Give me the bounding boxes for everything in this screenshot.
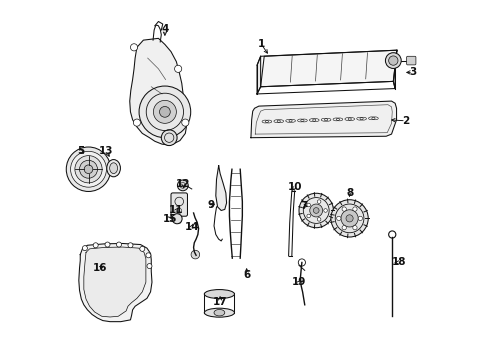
Circle shape — [147, 264, 152, 269]
Circle shape — [140, 246, 144, 251]
Text: 14: 14 — [184, 222, 199, 231]
Circle shape — [323, 209, 326, 212]
Circle shape — [306, 214, 310, 218]
Circle shape — [70, 151, 106, 187]
Circle shape — [341, 225, 346, 230]
Circle shape — [75, 156, 102, 183]
Text: 6: 6 — [243, 270, 250, 280]
Circle shape — [128, 243, 133, 248]
Text: 9: 9 — [207, 200, 214, 210]
Ellipse shape — [214, 310, 224, 316]
Circle shape — [66, 147, 110, 192]
Circle shape — [388, 56, 397, 65]
Ellipse shape — [204, 289, 234, 298]
Text: 3: 3 — [408, 67, 416, 77]
Polygon shape — [83, 247, 145, 317]
Circle shape — [145, 253, 151, 258]
Circle shape — [80, 160, 97, 178]
Text: 16: 16 — [93, 263, 107, 273]
Circle shape — [340, 210, 357, 227]
Circle shape — [346, 215, 352, 222]
Text: 15: 15 — [163, 215, 177, 224]
Circle shape — [298, 193, 333, 228]
Text: 17: 17 — [212, 297, 227, 307]
Text: 12: 12 — [176, 179, 190, 189]
Polygon shape — [129, 39, 187, 145]
Text: 2: 2 — [402, 116, 408, 126]
Polygon shape — [392, 50, 396, 89]
FancyBboxPatch shape — [406, 56, 415, 65]
Text: 8: 8 — [345, 188, 352, 198]
Circle shape — [357, 216, 362, 221]
Circle shape — [159, 107, 170, 117]
Polygon shape — [250, 101, 396, 138]
Circle shape — [352, 207, 356, 211]
Polygon shape — [215, 166, 226, 211]
Circle shape — [172, 214, 182, 224]
Text: 13: 13 — [99, 146, 113, 156]
Text: 7: 7 — [299, 201, 307, 211]
Circle shape — [174, 65, 182, 72]
Circle shape — [341, 207, 346, 211]
Circle shape — [385, 53, 400, 68]
FancyBboxPatch shape — [171, 193, 187, 216]
Circle shape — [130, 44, 137, 51]
Circle shape — [306, 203, 310, 207]
Circle shape — [133, 119, 140, 126]
Text: 18: 18 — [391, 257, 405, 267]
Text: 4: 4 — [161, 24, 168, 35]
Circle shape — [330, 200, 367, 237]
Circle shape — [153, 100, 176, 123]
Circle shape — [161, 130, 177, 145]
Circle shape — [317, 217, 320, 221]
Circle shape — [336, 216, 340, 221]
Text: 1: 1 — [257, 39, 264, 49]
Text: 5: 5 — [77, 146, 84, 156]
Circle shape — [313, 208, 319, 213]
Circle shape — [84, 165, 93, 174]
Circle shape — [82, 246, 87, 251]
Polygon shape — [257, 56, 260, 94]
Circle shape — [116, 242, 121, 247]
Circle shape — [309, 204, 322, 217]
Circle shape — [177, 180, 188, 191]
Circle shape — [105, 242, 110, 247]
Ellipse shape — [106, 159, 120, 177]
Text: 19: 19 — [291, 277, 305, 287]
Circle shape — [352, 225, 356, 230]
Circle shape — [191, 250, 199, 259]
Ellipse shape — [204, 308, 234, 317]
Polygon shape — [79, 243, 152, 321]
Circle shape — [139, 86, 190, 138]
Circle shape — [182, 119, 188, 126]
Polygon shape — [260, 50, 396, 87]
Text: 11: 11 — [169, 206, 183, 216]
Circle shape — [176, 208, 182, 213]
Circle shape — [93, 243, 98, 248]
Circle shape — [317, 200, 320, 203]
Ellipse shape — [109, 163, 117, 174]
Text: 10: 10 — [287, 182, 301, 192]
